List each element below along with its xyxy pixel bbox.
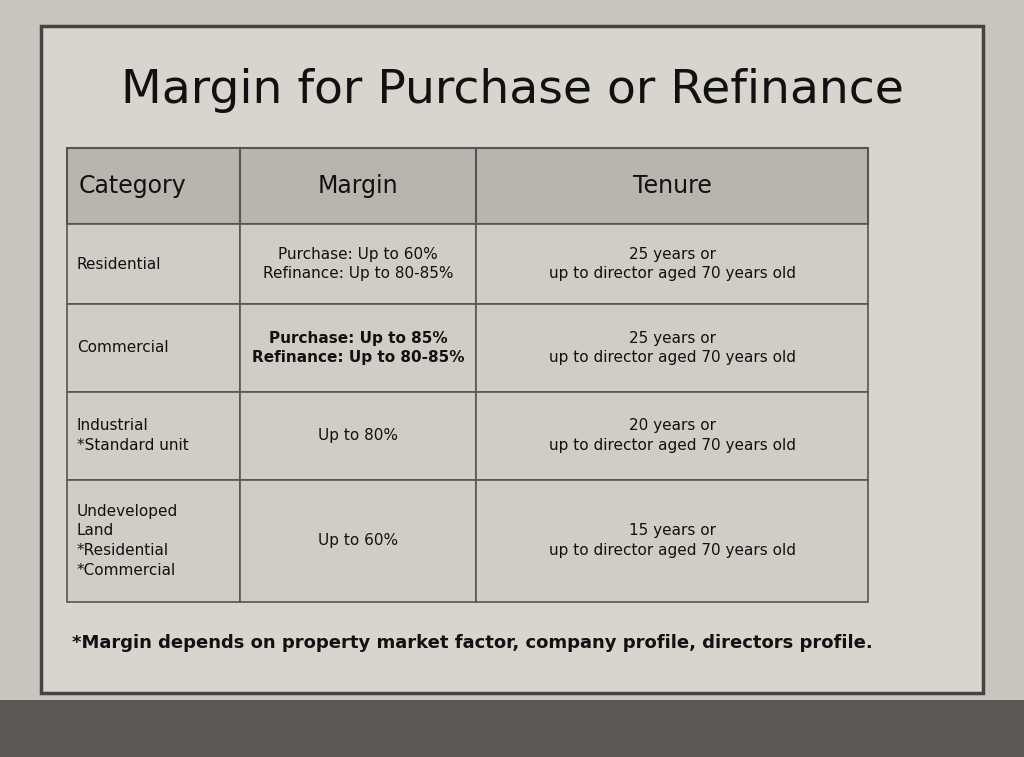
Bar (67, 480, 241, 602)
Text: Tenure: Tenure (633, 174, 712, 198)
Text: Industrial
*Standard unit: Industrial *Standard unit (77, 419, 188, 453)
Text: Category: Category (79, 174, 186, 198)
Text: 20 years or
up to director aged 70 years old: 20 years or up to director aged 70 years… (549, 419, 796, 453)
Bar (0, 700, 1024, 757)
Bar (476, 304, 868, 392)
Text: Margin: Margin (318, 174, 398, 198)
Text: Commercial: Commercial (77, 341, 168, 356)
Text: *Margin depends on property market factor, company profile, directors profile.: *Margin depends on property market facto… (72, 634, 872, 653)
Text: 25 years or
up to director aged 70 years old: 25 years or up to director aged 70 years… (549, 331, 796, 366)
Bar (67, 304, 241, 392)
Bar (241, 392, 476, 480)
Bar (67, 392, 241, 480)
Text: Margin for Purchase or Refinance: Margin for Purchase or Refinance (121, 68, 903, 114)
Bar (476, 392, 868, 480)
Bar (241, 480, 476, 602)
Bar (476, 480, 868, 602)
Bar (41, 26, 983, 693)
Bar (476, 224, 868, 304)
Text: 25 years or
up to director aged 70 years old: 25 years or up to director aged 70 years… (549, 247, 796, 282)
Bar (241, 304, 476, 392)
Text: 15 years or
up to director aged 70 years old: 15 years or up to director aged 70 years… (549, 523, 796, 558)
Text: Undeveloped
Land
*Residential
*Commercial: Undeveloped Land *Residential *Commercia… (77, 503, 178, 578)
Bar (241, 148, 476, 224)
Bar (241, 224, 476, 304)
Text: Residential: Residential (77, 257, 162, 272)
Text: Purchase: Up to 60%
Refinance: Up to 80-85%: Purchase: Up to 60% Refinance: Up to 80-… (263, 247, 454, 282)
Bar (476, 148, 868, 224)
Text: Purchase: Up to 85%
Refinance: Up to 80-85%: Purchase: Up to 85% Refinance: Up to 80-… (252, 331, 465, 366)
Bar (67, 148, 241, 224)
Text: Up to 60%: Up to 60% (318, 533, 398, 548)
Bar (67, 224, 241, 304)
Text: Up to 80%: Up to 80% (318, 428, 398, 444)
